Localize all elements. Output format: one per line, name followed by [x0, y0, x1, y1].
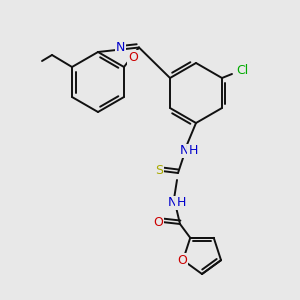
Text: O: O: [177, 254, 187, 267]
Text: N: N: [116, 41, 125, 54]
Text: O: O: [153, 215, 163, 229]
Text: N: N: [179, 145, 189, 158]
Text: O: O: [128, 51, 138, 64]
Text: S: S: [155, 164, 163, 178]
Text: Cl: Cl: [236, 64, 248, 76]
Text: H: H: [188, 145, 198, 158]
Text: H: H: [176, 196, 186, 209]
Text: N: N: [167, 196, 177, 209]
